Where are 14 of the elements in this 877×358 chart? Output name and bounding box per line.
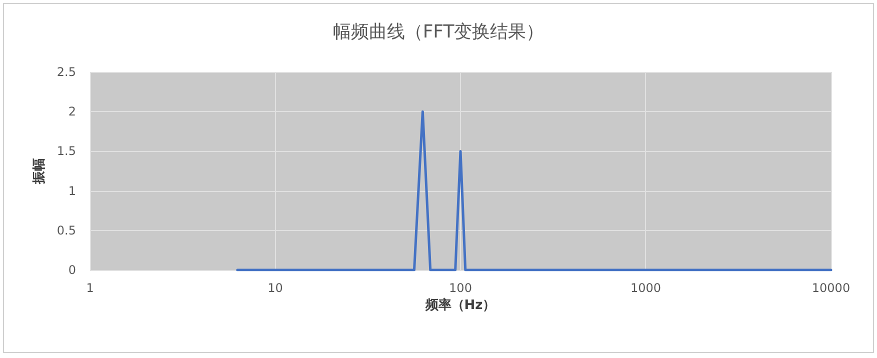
chart-title: 幅频曲线（FFT变换结果） (332, 22, 544, 42)
x-tick-label: 100 (449, 281, 472, 295)
y-tick-label: 2 (68, 104, 76, 119)
x-tick-label: 1 (86, 281, 94, 295)
x-axis-title: 频率（Hz） (424, 296, 496, 313)
y-tick-label: 1 (68, 184, 76, 198)
x-tick-label: 1000 (630, 281, 662, 295)
y-tick-label: 0 (68, 263, 76, 277)
y-tick-label: 0.5 (56, 223, 76, 238)
x-tick-label: 10000 (812, 281, 850, 295)
y-axis-title: 振幅 (32, 158, 47, 185)
y-tick-label: 1.5 (56, 144, 76, 158)
y-tick-label: 2.5 (56, 65, 76, 79)
x-tick-label: 10 (268, 281, 283, 295)
